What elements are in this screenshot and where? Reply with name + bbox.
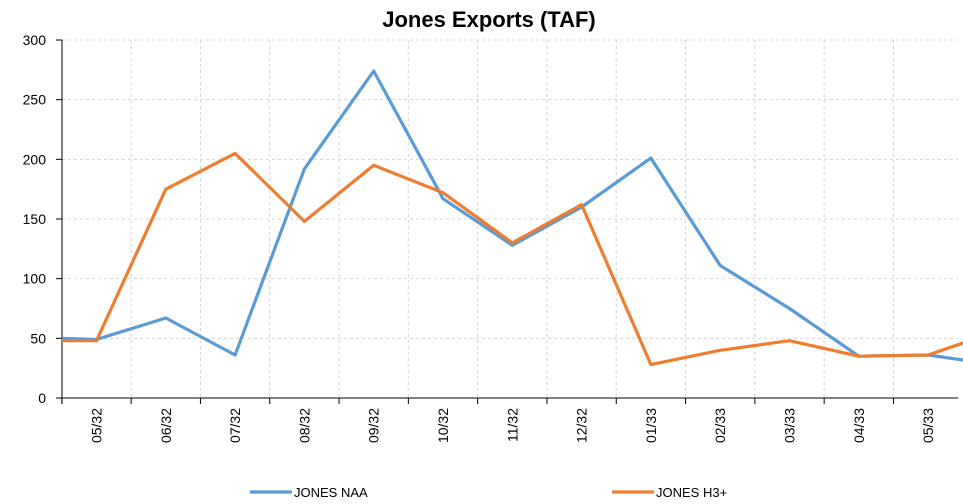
y-tick-label: 0 bbox=[38, 390, 46, 406]
x-tick-label: 01/33 bbox=[643, 408, 659, 443]
y-tick-label: 250 bbox=[23, 92, 47, 108]
x-tick-label: 05/33 bbox=[920, 408, 936, 443]
x-tick-label: 06/32 bbox=[158, 408, 174, 443]
y-tick-label: 200 bbox=[23, 151, 47, 167]
y-tick-label: 300 bbox=[23, 32, 47, 48]
x-tick-label: 04/33 bbox=[851, 408, 867, 443]
x-tick-label: 12/32 bbox=[574, 408, 590, 443]
chart-title: Jones Exports (TAF) bbox=[382, 7, 596, 32]
x-tick-label: 09/32 bbox=[366, 408, 382, 443]
x-tick-label: 10/32 bbox=[435, 408, 451, 443]
y-tick-label: 50 bbox=[30, 330, 46, 346]
y-tick-label: 100 bbox=[23, 271, 47, 287]
legend-label: JONES H3+ bbox=[656, 485, 727, 500]
x-tick-label: 03/33 bbox=[782, 408, 798, 443]
series-line-2 bbox=[61, 151, 963, 367]
legend-label: JONES NAA bbox=[294, 485, 368, 500]
x-tick-label: 11/32 bbox=[504, 408, 520, 442]
x-tick-label: 07/32 bbox=[227, 408, 243, 443]
y-tick-label: 150 bbox=[23, 211, 47, 227]
x-tick-label: 02/33 bbox=[712, 408, 728, 443]
x-tick-label: 08/32 bbox=[296, 408, 312, 443]
x-tick-label: 05/32 bbox=[89, 408, 105, 443]
series-line-1 bbox=[61, 69, 963, 362]
